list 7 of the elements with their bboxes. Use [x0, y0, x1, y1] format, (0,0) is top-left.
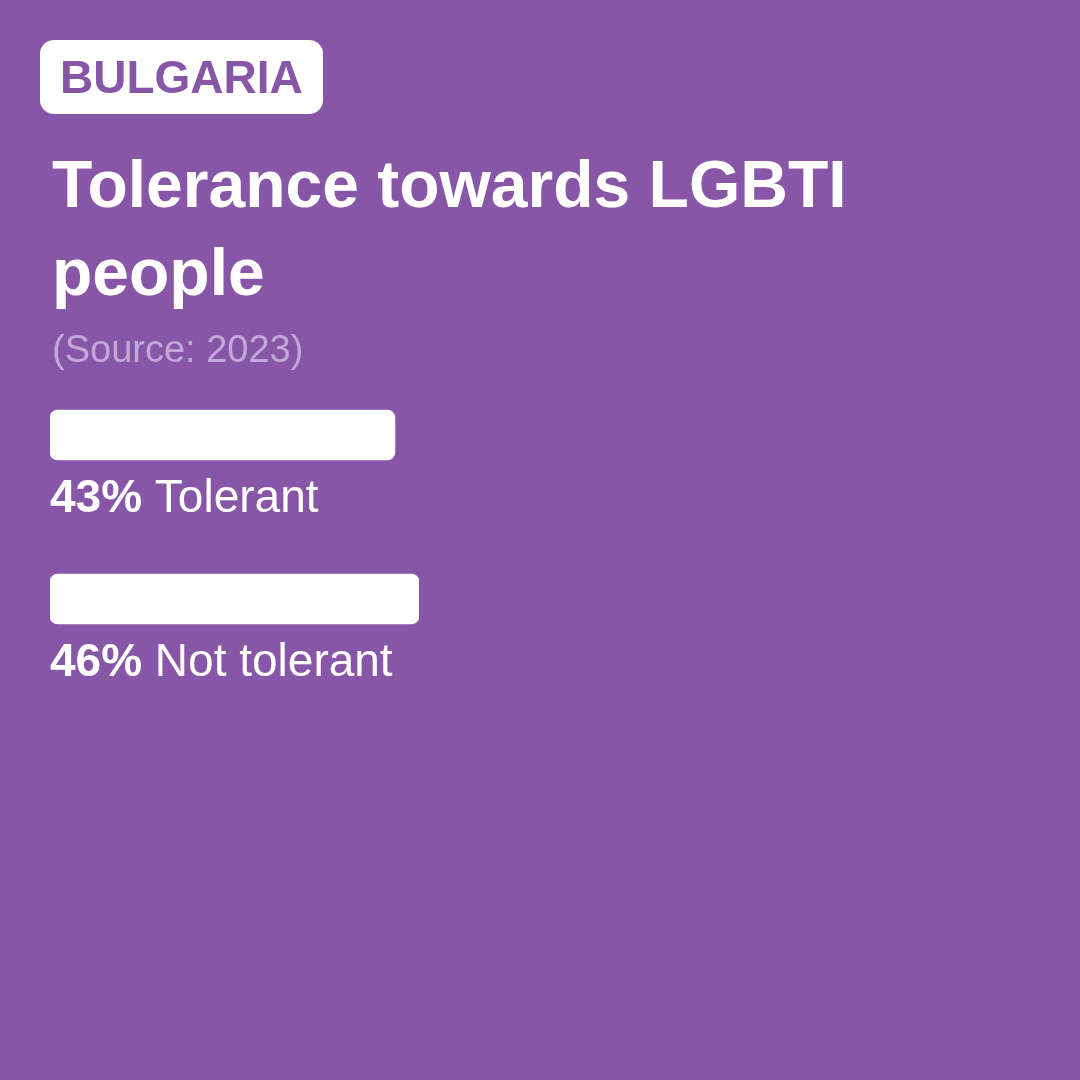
- data-label: 43%: [50, 470, 143, 522]
- y-tick-label: Not tolerant: [154, 634, 393, 686]
- data-label: 46%: [50, 634, 143, 686]
- chart-subtitle: BULGARIA: [40, 40, 323, 114]
- y-tick-label: Tolerant: [154, 470, 319, 522]
- text: (Source: 2023): [52, 328, 304, 371]
- chart-title: Tolerance towards LGBTI people: [52, 146, 848, 311]
